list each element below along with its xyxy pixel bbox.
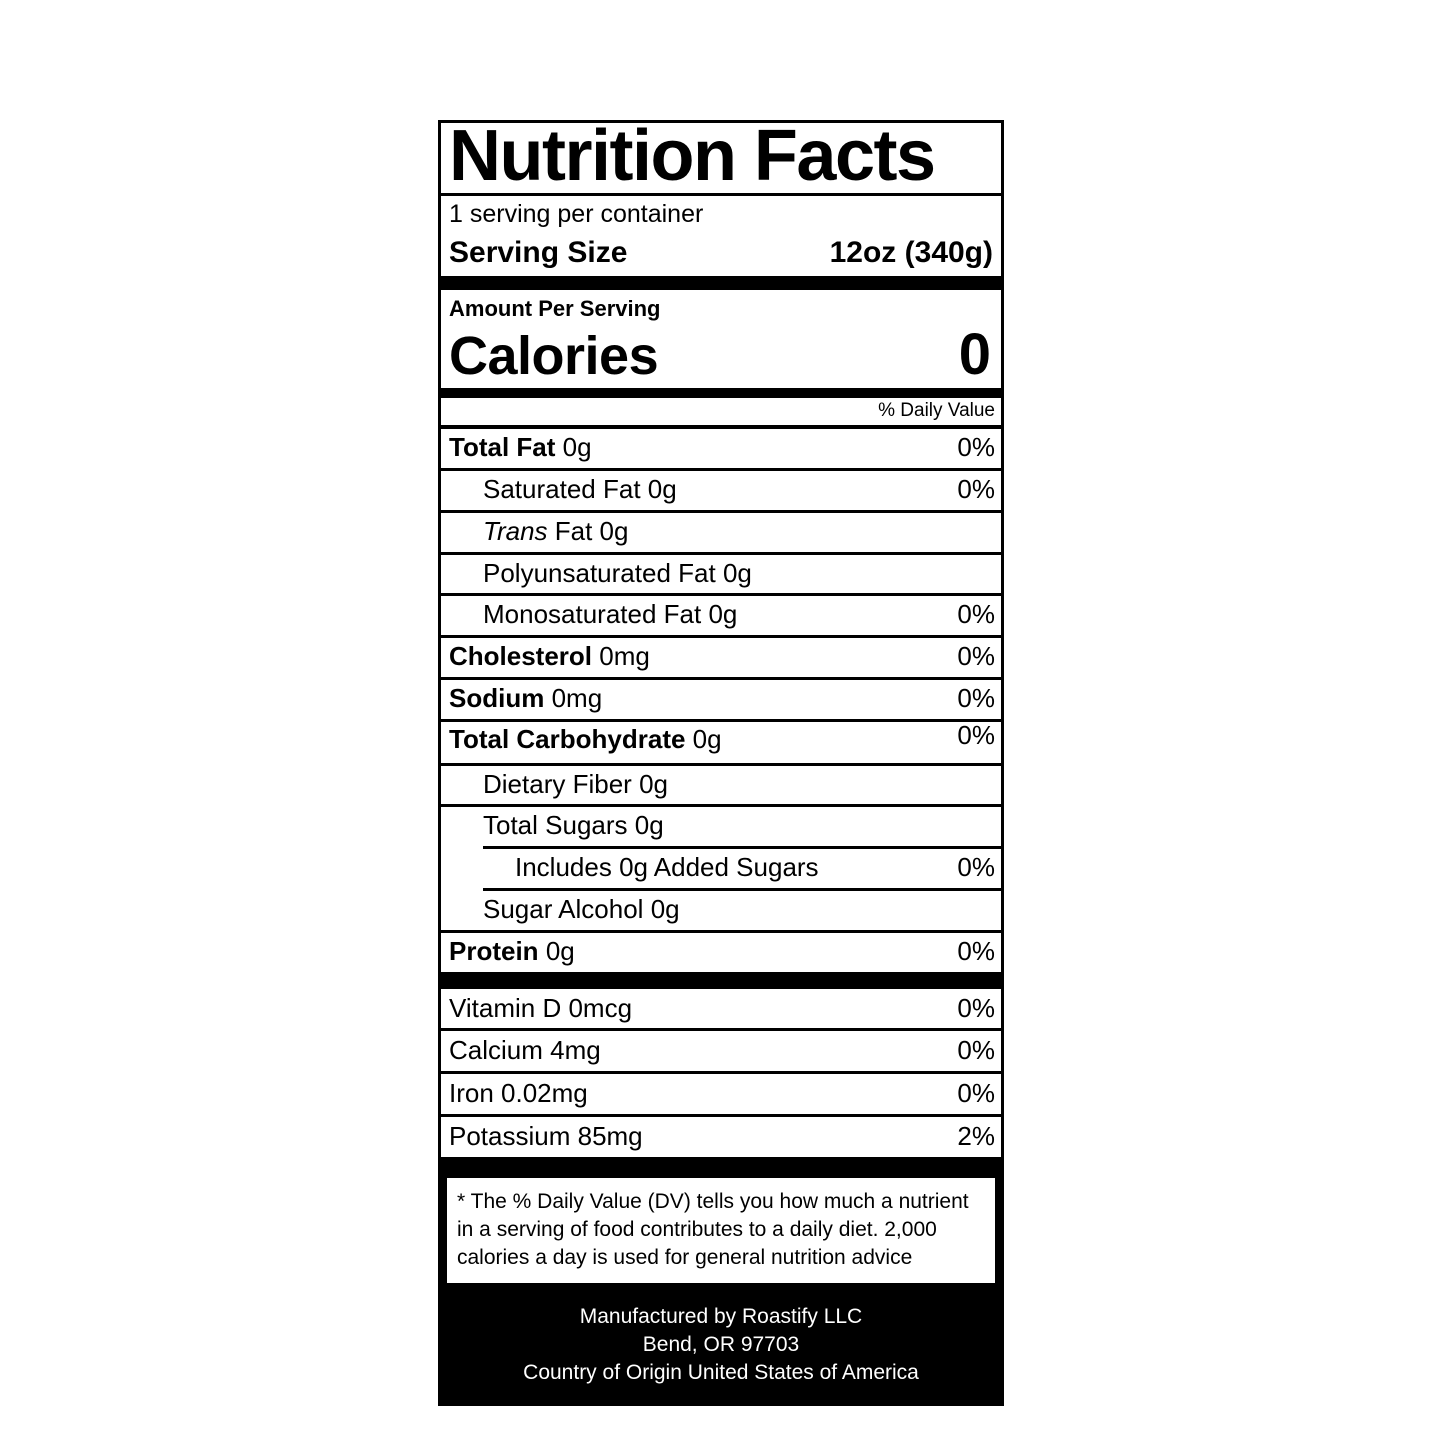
micronutrient-name: Vitamin D 0mcg xyxy=(449,992,633,1023)
nutrient-name: Saturated Fat 0g xyxy=(483,473,677,504)
nutrient-name: Total Fat 0g xyxy=(449,432,592,463)
title-row: Nutrition Facts xyxy=(441,116,1001,196)
footnote-block: * The % Daily Value (DV) tells you how m… xyxy=(441,1156,1001,1294)
servings-per-container: 1 serving per container xyxy=(449,199,704,228)
nutrient-row-sodium: Sodium 0mg 0% xyxy=(441,680,1001,722)
nutrient-name: Total Sugars 0g xyxy=(483,810,664,841)
serving-size-label: Serving Size xyxy=(449,236,628,270)
nutrient-row-total-fat: Total Fat 0g 0% xyxy=(441,429,1001,471)
calories-label: Calories xyxy=(449,326,659,387)
nutrient-name: Total Carbohydrate 0g xyxy=(449,723,722,754)
nutrient-row-total-sugars: Total Sugars 0g xyxy=(441,807,1001,846)
daily-value-footnote: * The % Daily Value (DV) tells you how m… xyxy=(447,1177,995,1284)
section-divider xyxy=(441,974,1001,989)
nutrient-dv: 0% xyxy=(957,641,995,672)
nutrient-row-saturated-fat: Saturated Fat 0g 0% xyxy=(441,471,1001,513)
micronutrient-row-vitamin-d: Vitamin D 0mcg 0% xyxy=(441,989,1001,1032)
nutrient-name: Dietary Fiber 0g xyxy=(483,768,668,799)
nutrient-row-sugar-alcohol: Sugar Alcohol 0g xyxy=(441,891,1001,933)
calories-block: Amount Per Serving Calories 0 xyxy=(441,290,1001,399)
micronutrient-dv: 2% xyxy=(957,1120,995,1151)
servings-block: 1 serving per container Serving Size 12o… xyxy=(441,196,1001,291)
nutrient-row-trans-fat: Trans Fat 0g xyxy=(441,513,1001,555)
nutrient-dv: 0% xyxy=(957,852,995,883)
micronutrient-row-calcium: Calcium 4mg 0% xyxy=(441,1031,1001,1075)
page-title: Nutrition Facts xyxy=(449,116,936,196)
micronutrient-dv: 0% xyxy=(957,1035,995,1066)
serving-size-row: Serving Size 12oz (340g) xyxy=(449,231,993,272)
nutrient-row-polyunsaturated-fat: Polyunsaturated Fat 0g xyxy=(441,555,1001,597)
nutrient-name: Trans Fat 0g xyxy=(483,515,629,546)
nutrient-dv: 0% xyxy=(957,682,995,713)
nutrient-row-monosaturated-fat: Monosaturated Fat 0g 0% xyxy=(441,596,1001,639)
nutrient-name: Protein 0g xyxy=(449,935,575,966)
micronutrient-row-iron: Iron 0.02mg 0% xyxy=(441,1074,1001,1117)
nutrient-dv: 0% xyxy=(957,432,995,463)
nutrient-dv: 0% xyxy=(957,719,995,750)
micronutrient-name: Iron 0.02mg xyxy=(449,1078,588,1109)
calories-row: Calories 0 xyxy=(449,325,993,388)
manufacturer-block: Manufactured by Roastify LLC Bend, OR 97… xyxy=(441,1293,1001,1403)
nutrition-facts-label: Nutrition Facts 1 serving per container … xyxy=(438,120,1004,1406)
nutrient-row-cholesterol: Cholesterol 0mg 0% xyxy=(441,638,1001,680)
nutrient-row-dietary-fiber: Dietary Fiber 0g xyxy=(441,766,1001,808)
manufacturer-line-3: Country of Origin United States of Ameri… xyxy=(523,1360,919,1384)
daily-value-header: % Daily Value xyxy=(441,398,1001,430)
micronutrient-row-potassium: Potassium 85mg 2% xyxy=(441,1117,1001,1157)
nutrient-name: Polyunsaturated Fat 0g xyxy=(483,557,752,588)
nutrient-dv: 0% xyxy=(957,473,995,504)
nutrient-name: Sodium 0mg xyxy=(449,682,603,713)
micronutrient-name: Calcium 4mg xyxy=(449,1035,601,1066)
nutrient-name: Cholesterol 0mg xyxy=(449,641,650,672)
manufacturer-line-2: Bend, OR 97703 xyxy=(642,1333,800,1357)
amount-per-serving: Amount Per Serving xyxy=(449,296,661,322)
nutrient-row-added-sugars: Includes 0g Added Sugars 0% xyxy=(483,846,1001,891)
manufacturer-line-1: Manufactured by Roastify LLC xyxy=(579,1305,863,1329)
micronutrient-name: Potassium 85mg xyxy=(449,1120,643,1151)
serving-size-value: 12oz (340g) xyxy=(829,236,993,270)
micronutrient-dv: 0% xyxy=(957,992,995,1023)
nutrient-dv: 0% xyxy=(957,935,995,966)
nutrient-name: Monosaturated Fat 0g xyxy=(483,599,738,630)
micronutrient-dv: 0% xyxy=(957,1078,995,1109)
nutrient-name: Includes 0g Added Sugars xyxy=(515,852,819,883)
nutrient-name: Sugar Alcohol 0g xyxy=(483,893,680,924)
nutrient-dv: 0% xyxy=(957,599,995,630)
calories-value: 0 xyxy=(958,322,991,388)
nutrient-row-total-carbohydrate: Total Carbohydrate 0g 0% xyxy=(441,719,1001,766)
nutrient-row-protein: Protein 0g 0% xyxy=(441,933,1001,975)
